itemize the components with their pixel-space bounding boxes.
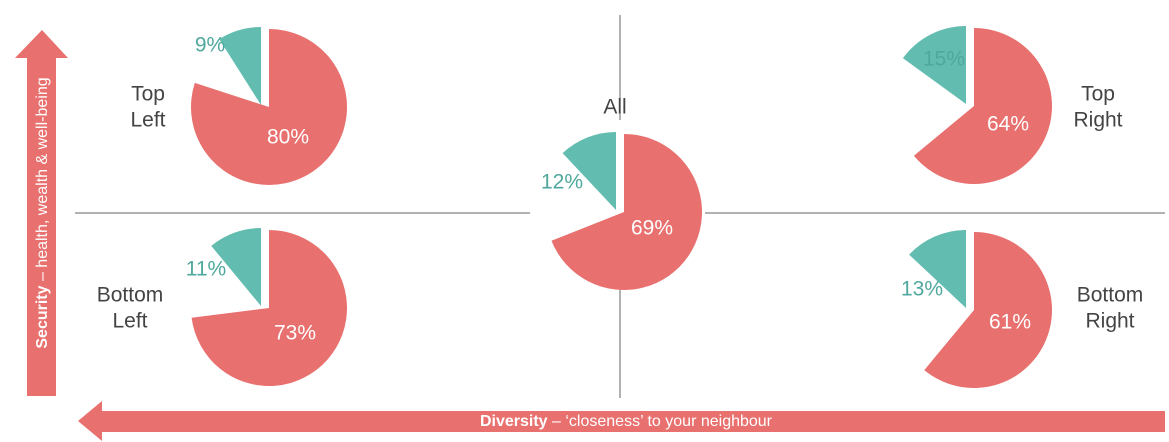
pie-slice — [219, 27, 261, 105]
value-label: 9% — [195, 34, 225, 57]
y-axis-rest: – health, wealth & well-being — [34, 77, 51, 285]
value-label: 69% — [631, 217, 673, 240]
pie-title: Right — [1085, 310, 1134, 333]
value-label: 13% — [901, 278, 943, 301]
pie-slice — [562, 132, 616, 210]
pie-title: All — [603, 96, 626, 119]
y-arrow — [15, 30, 68, 396]
pie-title: Top — [131, 83, 165, 106]
pie-slice — [924, 232, 1052, 389]
value-label: 80% — [267, 126, 309, 149]
pie-slice — [913, 28, 1052, 184]
y-axis-bold: Security — [34, 285, 51, 348]
value-label: 11% — [186, 258, 226, 281]
x-axis-label: Diversity – ‘closeness’ to your neighbou… — [480, 413, 773, 430]
pie-title: Bottom — [97, 284, 164, 307]
pie-slice — [191, 230, 347, 386]
value-label: 73% — [274, 322, 316, 345]
pie-title: Left — [112, 310, 147, 333]
value-label: 61% — [989, 311, 1031, 334]
pie-title: Bottom — [1077, 284, 1144, 307]
pie-slice — [191, 29, 348, 185]
pie-slice — [909, 230, 966, 308]
pie-slice — [551, 134, 702, 290]
value-label: 12% — [541, 171, 583, 194]
pie-slice — [211, 228, 261, 306]
pie-title: Right — [1073, 109, 1122, 132]
x-arrow — [78, 401, 1165, 441]
value-label: 64% — [987, 113, 1029, 136]
y-axis-label: Security – health, wealth & well-being — [34, 77, 51, 348]
x-axis-bold: Diversity — [480, 413, 548, 430]
pie-title: Top — [1081, 83, 1115, 106]
x-axis-rest: – ‘closeness’ to your neighbour — [548, 413, 773, 430]
pie-title: Left — [130, 109, 165, 132]
value-label: 15% — [923, 48, 965, 71]
pie-slice — [902, 26, 966, 104]
